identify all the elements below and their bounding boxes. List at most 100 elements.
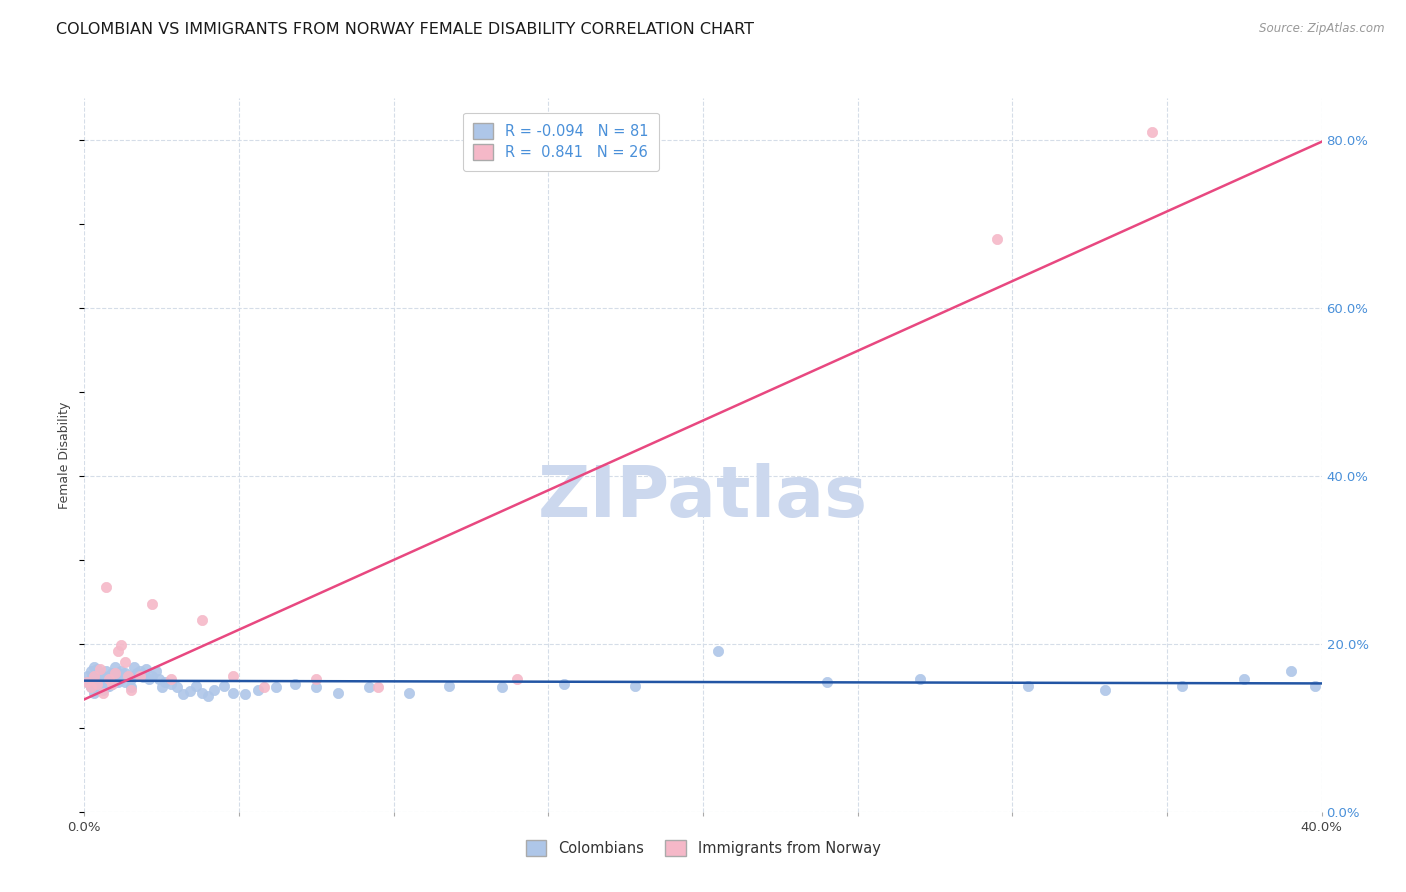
- Point: [367, 681, 389, 695]
- Point: [212, 679, 235, 693]
- Point: [107, 666, 129, 681]
- Point: [120, 683, 142, 698]
- Point: [908, 672, 931, 686]
- Point: [76, 674, 98, 689]
- Point: [107, 643, 129, 657]
- Point: [150, 681, 173, 695]
- Point: [129, 664, 152, 678]
- Point: [135, 662, 157, 676]
- Point: [114, 674, 136, 689]
- Point: [815, 674, 838, 689]
- Point: [98, 679, 121, 693]
- Point: [107, 674, 129, 689]
- Point: [86, 683, 108, 698]
- Point: [179, 683, 201, 698]
- Point: [138, 672, 160, 686]
- Point: [104, 666, 127, 681]
- Point: [94, 672, 117, 686]
- Point: [233, 687, 256, 701]
- Point: [1017, 679, 1039, 693]
- Point: [114, 666, 136, 681]
- Point: [264, 681, 287, 695]
- Point: [101, 666, 124, 681]
- Text: ZIPatlas: ZIPatlas: [538, 463, 868, 533]
- Point: [326, 685, 349, 699]
- Point: [129, 669, 152, 683]
- Point: [94, 681, 117, 695]
- Point: [91, 674, 114, 689]
- Point: [89, 666, 111, 681]
- Point: [98, 672, 121, 686]
- Point: [122, 669, 145, 683]
- Point: [160, 672, 183, 686]
- Point: [153, 674, 176, 689]
- Point: [104, 660, 127, 674]
- Point: [160, 677, 183, 691]
- Point: [1233, 672, 1256, 686]
- Point: [110, 672, 132, 686]
- Point: [707, 643, 730, 657]
- Point: [284, 677, 307, 691]
- Point: [624, 679, 647, 693]
- Point: [172, 687, 194, 701]
- Point: [398, 685, 420, 699]
- Point: [506, 672, 529, 686]
- Point: [114, 655, 136, 669]
- Point: [122, 660, 145, 674]
- Point: [553, 677, 575, 691]
- Point: [1094, 683, 1116, 698]
- Point: [76, 674, 98, 689]
- Point: [83, 677, 105, 691]
- Point: [120, 672, 142, 686]
- Point: [101, 677, 124, 691]
- Point: [166, 681, 188, 695]
- Text: Source: ZipAtlas.com: Source: ZipAtlas.com: [1260, 22, 1385, 36]
- Point: [79, 672, 101, 686]
- Point: [986, 232, 1008, 246]
- Y-axis label: Female Disability: Female Disability: [58, 401, 72, 508]
- Point: [83, 685, 105, 699]
- Point: [79, 664, 101, 678]
- Point: [91, 685, 114, 699]
- Point: [86, 666, 108, 681]
- Point: [89, 662, 111, 676]
- Point: [76, 669, 98, 683]
- Point: [120, 681, 142, 695]
- Point: [184, 679, 207, 693]
- Point: [101, 677, 124, 691]
- Point: [104, 666, 127, 681]
- Point: [305, 672, 328, 686]
- Point: [1279, 664, 1302, 678]
- Point: [202, 683, 225, 698]
- Point: [86, 677, 108, 691]
- Point: [246, 683, 269, 698]
- Point: [491, 681, 513, 695]
- Point: [191, 613, 214, 627]
- Point: [191, 685, 214, 699]
- Point: [253, 681, 276, 695]
- Point: [104, 674, 127, 689]
- Point: [79, 681, 101, 695]
- Point: [91, 669, 114, 683]
- Point: [117, 669, 139, 683]
- Point: [125, 666, 148, 681]
- Point: [86, 662, 108, 676]
- Point: [439, 679, 461, 693]
- Point: [110, 639, 132, 653]
- Point: [222, 669, 245, 683]
- Point: [117, 669, 139, 683]
- Point: [110, 664, 132, 678]
- Point: [305, 681, 328, 695]
- Point: [98, 669, 121, 683]
- Point: [1140, 125, 1163, 139]
- Point: [132, 670, 155, 684]
- Point: [222, 685, 245, 699]
- Point: [148, 672, 170, 686]
- Point: [89, 672, 111, 686]
- Point: [1171, 679, 1194, 693]
- Point: [141, 597, 163, 611]
- Legend: Colombians, Immigrants from Norway: Colombians, Immigrants from Norway: [517, 831, 889, 865]
- Point: [86, 674, 108, 689]
- Point: [141, 669, 163, 683]
- Point: [91, 683, 114, 698]
